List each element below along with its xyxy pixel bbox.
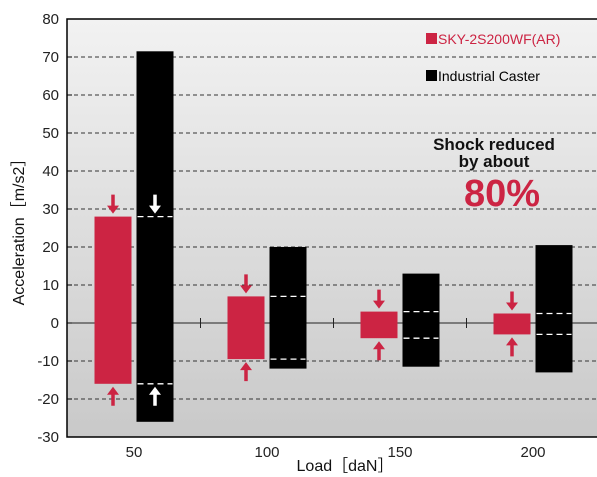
arrows — [107, 194, 518, 406]
arrow-sky-down-150 — [373, 289, 385, 309]
arrow-sky-up-150 — [373, 341, 385, 361]
y-tick-label-0: 0 — [51, 315, 59, 332]
legend-label-sky: SKY-2S200WF(AR) — [438, 31, 560, 47]
x-tick-label-100: 100 — [254, 444, 279, 461]
bar-sky-200 — [493, 313, 531, 335]
arrow-sky-up-100 — [240, 362, 252, 382]
y-tick-label--10: -10 — [37, 353, 59, 370]
annotation: Shock reduced by about 80% — [433, 135, 555, 215]
bar-sky-100 — [227, 296, 265, 360]
y-tick-label-50: 50 — [42, 125, 59, 142]
y-tick-label-80: 80 — [42, 11, 59, 28]
legend-label-industrial: Industrial Caster — [438, 68, 540, 84]
bars — [94, 51, 573, 422]
annotation-line1: Shock reduced — [433, 135, 555, 154]
bar-sky-150 — [360, 311, 398, 339]
arrow-sky-up-50 — [107, 386, 119, 406]
y-tick-label-20: 20 — [42, 239, 59, 256]
arrow-sky-down-200 — [506, 291, 518, 311]
bar-industrial-200 — [535, 245, 573, 373]
reference-lines — [137, 215, 572, 385]
arrow-sky-up-200 — [506, 337, 518, 357]
x-tick-labels: 50 100 150 200 — [126, 444, 546, 461]
y-tick-label-40: 40 — [42, 163, 59, 180]
x-tick-label-150: 150 — [387, 444, 412, 461]
bar-industrial-50 — [136, 51, 174, 422]
y-tick-label--30: -30 — [37, 429, 59, 446]
arrow-industrial-up-50 — [149, 386, 161, 406]
y-tick-labels: -30 -20 -10 0 10 20 30 40 50 60 70 80 — [37, 11, 59, 446]
x-tick-label-200: 200 — [520, 444, 545, 461]
y-tick-label-60: 60 — [42, 87, 59, 104]
annotation-line2: by about — [459, 152, 530, 171]
bar-industrial-150 — [402, 273, 440, 367]
x-tick-label-50: 50 — [126, 444, 143, 461]
x-axis-label: Load［daN］ — [297, 457, 394, 475]
y-tick-label--20: -20 — [37, 391, 59, 408]
legend-swatch-sky — [426, 33, 437, 44]
arrow-industrial-down-50 — [149, 194, 161, 214]
y-axis-label: Acceleration［m/s2］ — [10, 151, 28, 306]
arrow-sky-down-100 — [240, 274, 252, 294]
y-tick-label-10: 10 — [42, 277, 59, 294]
annotation-line3: 80% — [464, 173, 540, 215]
y-tick-label-30: 30 — [42, 201, 59, 218]
bar-industrial-100 — [269, 247, 307, 369]
bar-sky-50 — [94, 216, 132, 384]
arrow-sky-down-50 — [107, 194, 119, 214]
legend: SKY-2S200WF(AR) Industrial Caster — [426, 31, 560, 84]
y-tick-label-70: 70 — [42, 49, 59, 66]
legend-swatch-industrial — [426, 70, 437, 81]
